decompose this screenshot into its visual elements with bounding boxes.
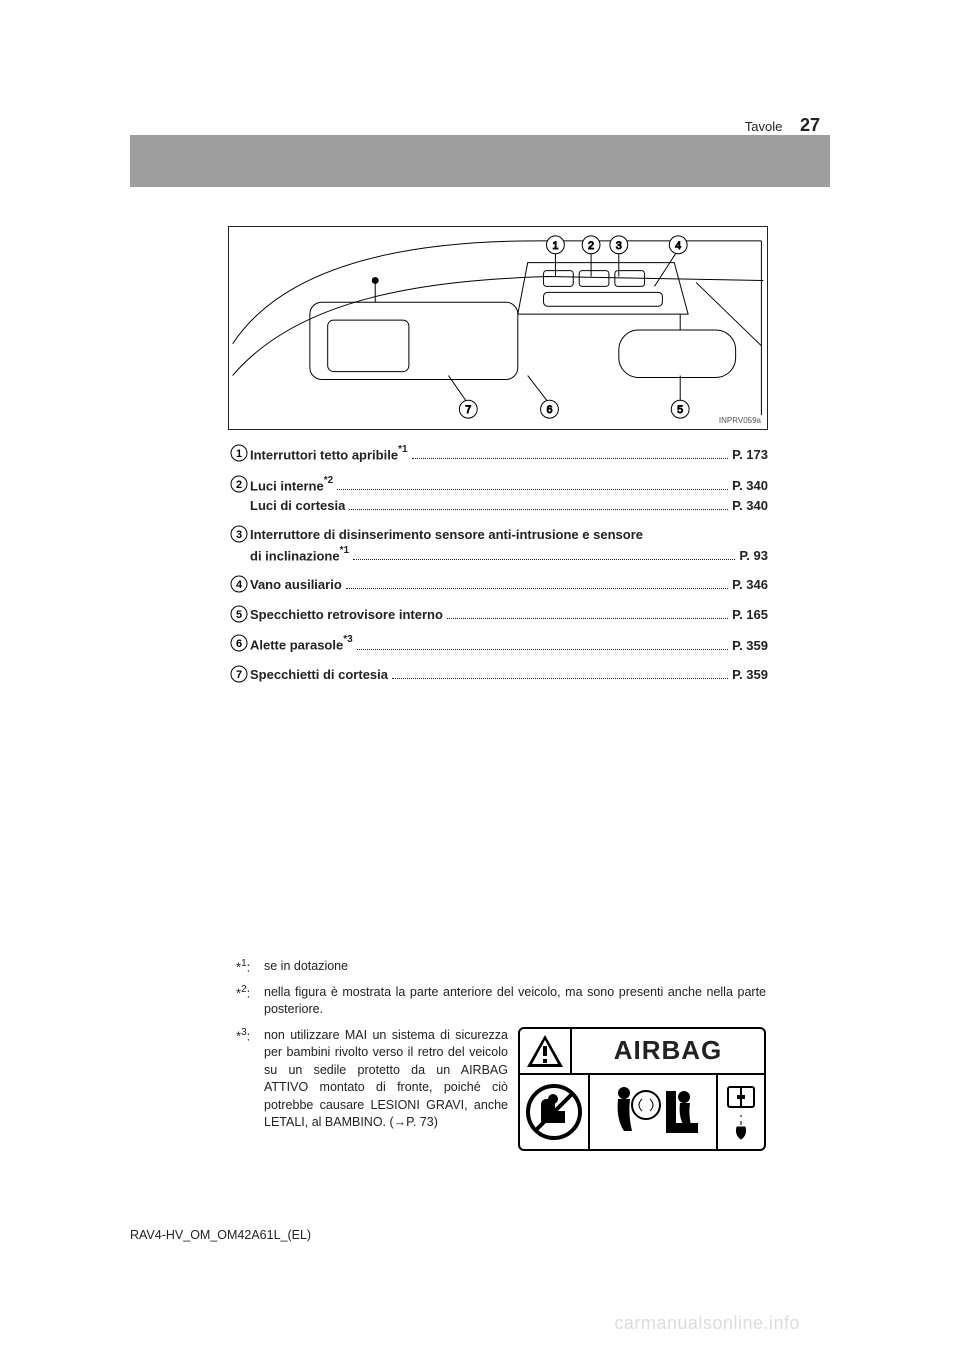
item-4-label: Vano ausiliario <box>250 575 342 595</box>
legend-list: 1 Interruttori tetto apribile*1 P. 173 2… <box>228 444 768 695</box>
footnote-2: *2: nella figura è mostrata la parte ant… <box>236 984 766 1019</box>
leader-dots <box>346 581 728 589</box>
airbag-warning-label: AIRBAG <box>518 1027 766 1151</box>
image-code: INPRV059a <box>719 416 761 425</box>
item-3-page: P. 93 <box>739 546 768 566</box>
airbag-title: AIRBAG <box>572 1035 764 1066</box>
svg-text:7: 7 <box>236 669 242 681</box>
item-3-label-pre: Interruttore di disinserimento sensore a… <box>250 525 643 545</box>
airbag-seat-icon <box>590 1075 718 1149</box>
marker-6: 6 <box>228 634 250 652</box>
svg-text:1: 1 <box>236 448 242 460</box>
callout-5: 5 <box>677 404 683 416</box>
item-1-label: Interruttori tetto apribile*1 <box>250 444 408 465</box>
leader-dots <box>349 502 728 510</box>
legend-item-4: 4 Vano ausiliario P. 346 <box>228 575 768 595</box>
marker-4: 4 <box>228 575 250 593</box>
page-header: Tavole 27 <box>745 115 820 136</box>
page-number: 27 <box>800 115 820 135</box>
leader-dots <box>337 482 728 490</box>
callout-3: 3 <box>616 240 622 252</box>
fn2-text: nella figura è mostrata la parte anterio… <box>264 984 766 1019</box>
footnote-3-wrap: *3: non utilizzare MAI un sistema di sic… <box>236 1027 766 1151</box>
legend-item-6: 6 Alette parasole*3 P. 359 <box>228 634 768 655</box>
item-2a-page: P. 340 <box>732 476 768 496</box>
callout-7: 7 <box>465 404 471 416</box>
section-name: Tavole <box>745 119 783 134</box>
item-5-label: Specchietto retrovisore interno <box>250 605 443 625</box>
fn3-marker: *3: <box>236 1027 264 1043</box>
marker-2: 2 <box>228 475 250 493</box>
item-5-page: P. 165 <box>732 605 768 625</box>
fn1-text: se in dotazione <box>264 958 766 976</box>
item-4-page: P. 346 <box>732 575 768 595</box>
callout-4: 4 <box>675 240 681 252</box>
callout-6: 6 <box>546 404 552 416</box>
no-child-seat-icon <box>520 1075 590 1149</box>
item-3-label: di inclinazione*1 <box>250 545 349 566</box>
svg-text:3: 3 <box>236 529 242 541</box>
item-6-label: Alette parasole*3 <box>250 634 353 655</box>
footnotes: *1: se in dotazione *2: nella figura è m… <box>236 958 766 1151</box>
legend-item-5: 5 Specchietto retrovisore interno P. 165 <box>228 605 768 625</box>
item-7-page: P. 359 <box>732 665 768 685</box>
legend-item-2: 2 Luci interne*2 P. 340 Luci di cortesia… <box>228 475 768 515</box>
marker-7: 7 <box>228 665 250 683</box>
item-1-page: P. 173 <box>732 445 768 465</box>
fn1-marker: *1: <box>236 958 264 974</box>
leader-dots <box>412 451 729 459</box>
overhead-console-diagram: 1 2 3 4 7 6 5 <box>228 226 768 430</box>
item-2a-label: Luci interne*2 <box>250 475 333 496</box>
legend-item-7: 7 Specchietti di cortesia P. 359 <box>228 665 768 685</box>
legend-item-3: 3 Interruttore di disinserimento sensore… <box>228 525 768 565</box>
leader-dots <box>392 671 728 679</box>
footnote-1: *1: se in dotazione <box>236 958 766 976</box>
callout-2: 2 <box>588 240 594 252</box>
marker-3: 3 <box>228 525 250 543</box>
document-code: RAV4-HV_OM_OM42A61L_(EL) <box>130 1228 311 1242</box>
svg-text:2: 2 <box>236 479 242 491</box>
manual-page: Tavole 27 <box>0 0 960 1358</box>
watermark: carmanualsonline.info <box>614 1313 800 1334</box>
leader-dots <box>357 642 728 650</box>
marker-1: 1 <box>228 444 250 462</box>
callout-1: 1 <box>552 240 558 252</box>
leader-dots <box>447 611 728 619</box>
leader-dots <box>353 552 735 560</box>
svg-text:4: 4 <box>236 579 243 591</box>
warning-triangle-icon <box>520 1029 572 1073</box>
marker-5: 5 <box>228 605 250 623</box>
fn2-marker: *2: <box>236 984 264 1000</box>
item-2b-page: P. 340 <box>732 496 768 516</box>
manual-hand-icon <box>718 1075 764 1149</box>
svg-text:6: 6 <box>236 638 242 650</box>
item-7-label: Specchietti di cortesia <box>250 665 388 685</box>
header-grey-bar <box>130 135 830 187</box>
fn3-text: non utilizzare MAI un sistema di sicurez… <box>264 1027 508 1132</box>
diagram-svg: 1 2 3 4 7 6 5 <box>229 227 767 429</box>
item-2b-label: Luci di cortesia <box>250 496 345 516</box>
legend-item-1: 1 Interruttori tetto apribile*1 P. 173 <box>228 444 768 465</box>
item-6-page: P. 359 <box>732 636 768 656</box>
svg-text:5: 5 <box>236 609 242 621</box>
